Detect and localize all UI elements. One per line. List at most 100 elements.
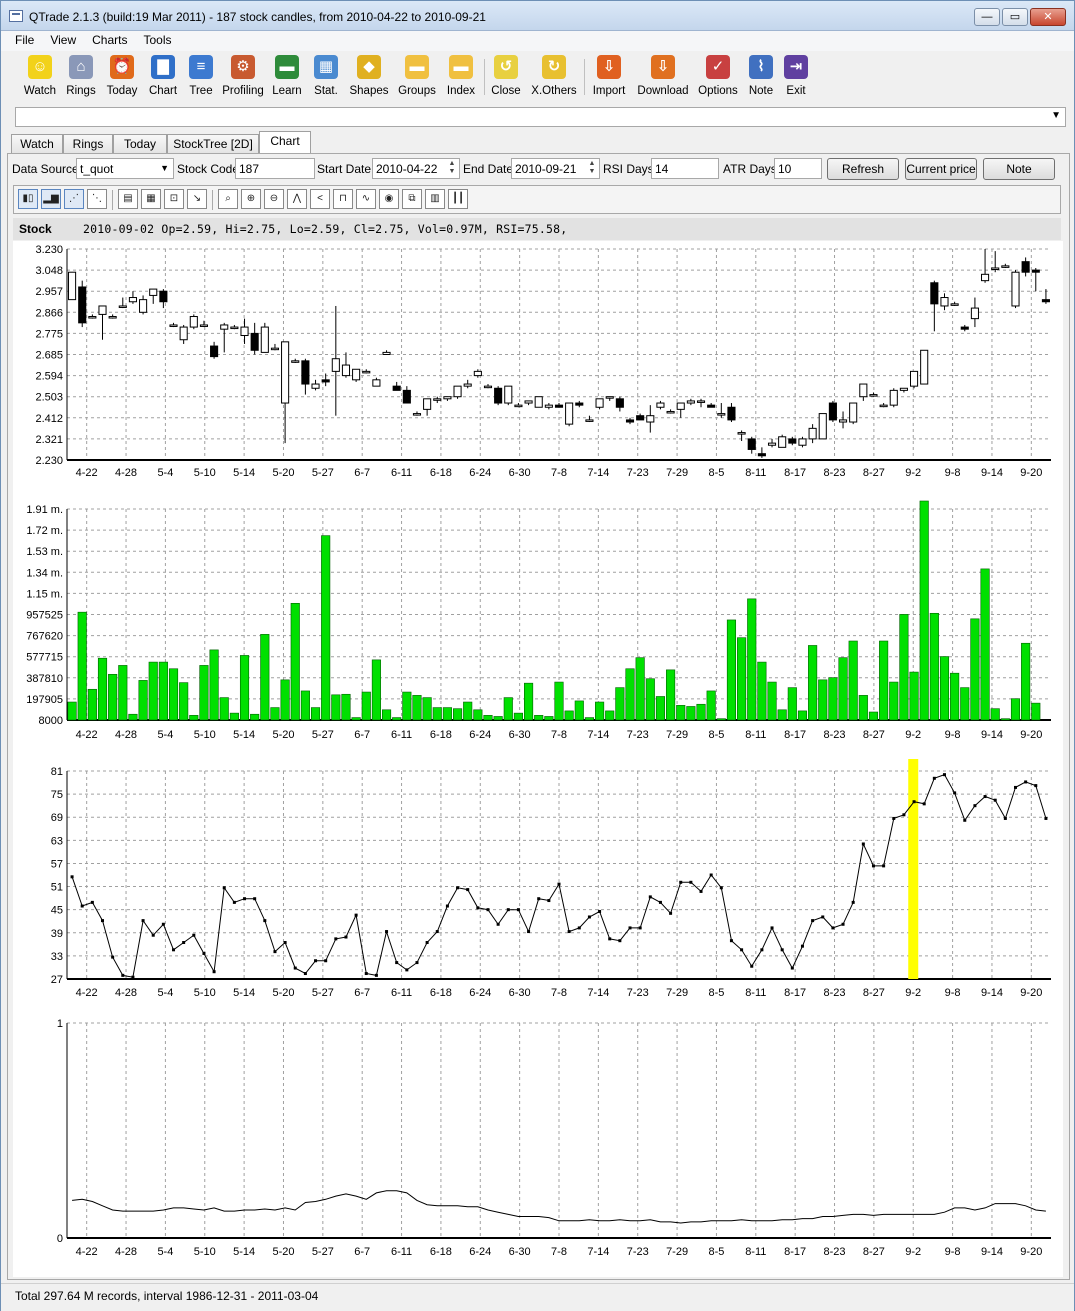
close-button[interactable]: ✕: [1030, 8, 1066, 26]
rsi-point: [141, 919, 145, 923]
atr-days-input[interactable]: 10: [774, 158, 822, 179]
spin-arrows-icon[interactable]: ▲ ▼: [448, 160, 456, 175]
refresh-button[interactable]: Refresh: [827, 158, 899, 180]
candle-body: [524, 400, 533, 404]
y-tick-label: 2.775: [35, 328, 63, 340]
tab-rings[interactable]: Rings: [63, 134, 113, 153]
toolbar-rings-button[interactable]: ⌂ Rings: [64, 55, 98, 99]
current-price-button[interactable]: Current price: [905, 158, 977, 180]
zoom-out-icon[interactable]: ⊖: [264, 189, 284, 209]
tab-today[interactable]: Today: [113, 134, 167, 153]
toolbar-watch-button[interactable]: ☺ Watch: [23, 55, 57, 99]
menu-charts[interactable]: Charts: [92, 33, 128, 47]
tab-watch[interactable]: Watch: [11, 134, 63, 153]
toolbar-options-button[interactable]: ✓ Options: [697, 55, 739, 99]
toolbar-download-button[interactable]: ⇩ Download: [637, 55, 689, 99]
candle-body: [585, 419, 594, 422]
candle-body: [828, 402, 837, 421]
toolbar-import-button[interactable]: ⇩ Import: [591, 55, 627, 99]
minimize-button[interactable]: —: [974, 8, 1000, 26]
toolbar-today-button[interactable]: ⏰ Today: [105, 55, 139, 99]
toolbar-stat-button[interactable]: ▦ Stat.: [311, 55, 341, 99]
toolbar-index-button[interactable]: ▬ Index: [443, 55, 479, 99]
toolbar-exit-button[interactable]: ⇥ Exit: [782, 55, 810, 99]
spin-arrows-icon[interactable]: ▲ ▼: [588, 160, 596, 175]
toolbar-tree-button[interactable]: ≡ Tree: [187, 55, 215, 99]
zoom-in-icon[interactable]: ⊕: [241, 189, 261, 209]
volume-bar: [503, 697, 513, 721]
volume-bar: [341, 693, 351, 721]
layers-icon[interactable]: ▥: [425, 189, 445, 209]
toolbar-groups-button[interactable]: ▬ Groups: [397, 55, 437, 99]
zoom-icon[interactable]: ⌕: [218, 189, 238, 209]
y-tick-label: 51: [51, 882, 63, 894]
share-icon[interactable]: <: [310, 189, 330, 209]
y-tick-label: 197905: [26, 694, 63, 706]
grid-icon[interactable]: ▤: [118, 189, 138, 209]
rsi-point: [263, 919, 267, 923]
wave-icon[interactable]: ∿: [356, 189, 376, 209]
cursor-icon[interactable]: ⊡: [164, 189, 184, 209]
start-date-input[interactable]: 2010-04-22 ▲ ▼: [372, 158, 460, 179]
toolbar-profiling-button[interactable]: ⚙ Profiling: [222, 55, 264, 99]
chart-area[interactable]: 4-22 4-28 5-4 5-10 5-14 5-20 5-27 6-7 6-11 6-18 6-…: [13, 241, 1063, 1277]
rsi-point: [1044, 816, 1048, 820]
rsi-point: [598, 909, 602, 913]
end-date-input[interactable]: 2010-09-21 ▲ ▼: [511, 158, 600, 179]
candle-body: [767, 442, 777, 446]
note-button[interactable]: Note: [983, 158, 1055, 180]
toolbar-note-button[interactable]: ⌇ Note: [746, 55, 776, 99]
copy-icon[interactable]: ⧉: [402, 189, 422, 209]
candle-body: [281, 341, 290, 404]
stock-code-input[interactable]: 187: [235, 158, 315, 179]
candles-icon[interactable]: ┃┃: [448, 189, 468, 209]
tab-chart[interactable]: Chart: [259, 131, 311, 153]
download-icon: ⇩: [651, 55, 675, 79]
toolbar-close-button[interactable]: ↺ Close: [490, 55, 522, 99]
bar-mode-icon[interactable]: ▂▆: [41, 189, 61, 209]
candle-body: [453, 385, 462, 398]
volume-bar: [402, 691, 412, 721]
x-tick-label: 5-4: [157, 987, 173, 999]
tab-stocktree[interactable]: StockTree [2D]: [167, 134, 259, 153]
rsi-point: [983, 795, 987, 799]
x-tick-label: 5-4: [157, 729, 173, 741]
rsi-point: [425, 941, 429, 945]
chart-fit-icon[interactable]: ⊓: [333, 189, 353, 209]
x-tick-label: 7-23: [627, 729, 649, 741]
trend-icon[interactable]: ⋀: [287, 189, 307, 209]
rsi-days-input[interactable]: 14: [651, 158, 719, 179]
x-tick-label: 5-10: [194, 987, 216, 999]
rsi-point: [324, 959, 328, 963]
pointer-icon[interactable]: ↘: [187, 189, 207, 209]
toolbar-label: Stat.: [314, 85, 338, 97]
maximize-button[interactable]: ▭: [1002, 8, 1028, 26]
target-icon[interactable]: ◉: [379, 189, 399, 209]
candle-mode-icon[interactable]: ▮▯: [18, 189, 38, 209]
volume-bar: [1031, 702, 1041, 721]
volume-bar: [787, 687, 797, 721]
grid-dense-icon[interactable]: ▦: [141, 189, 161, 209]
dot-line-icon[interactable]: ⋱: [87, 189, 107, 209]
toolbar-xothers-button[interactable]: ↻ X.Others: [530, 55, 578, 99]
toolbar-shapes-button[interactable]: ◆ Shapes: [349, 55, 389, 99]
command-combo[interactable]: ▼: [15, 107, 1066, 127]
menu-tools[interactable]: Tools: [143, 33, 172, 47]
toolbar-label: Close: [491, 85, 521, 97]
candle-body: [534, 396, 543, 408]
data-source-select[interactable]: t_quot ▼: [76, 158, 174, 179]
candle-body: [423, 398, 432, 410]
rsi-point: [902, 813, 906, 817]
toolbar-learn-button[interactable]: ▬ Learn: [270, 55, 304, 99]
rsi-point: [1024, 780, 1028, 784]
y-tick-label: 63: [51, 835, 63, 847]
rsi-point: [740, 948, 744, 952]
x-tick-label: 9-2: [905, 467, 921, 479]
line-mode-icon[interactable]: ⋰: [64, 189, 84, 209]
menu-view[interactable]: View: [50, 33, 77, 47]
candle-body: [666, 410, 675, 414]
toolbar-chart-button[interactable]: ▇ Chart: [146, 55, 180, 99]
menu-file[interactable]: File: [15, 33, 35, 47]
y-tick-label: 57: [51, 858, 63, 870]
rsi-point: [80, 904, 84, 908]
